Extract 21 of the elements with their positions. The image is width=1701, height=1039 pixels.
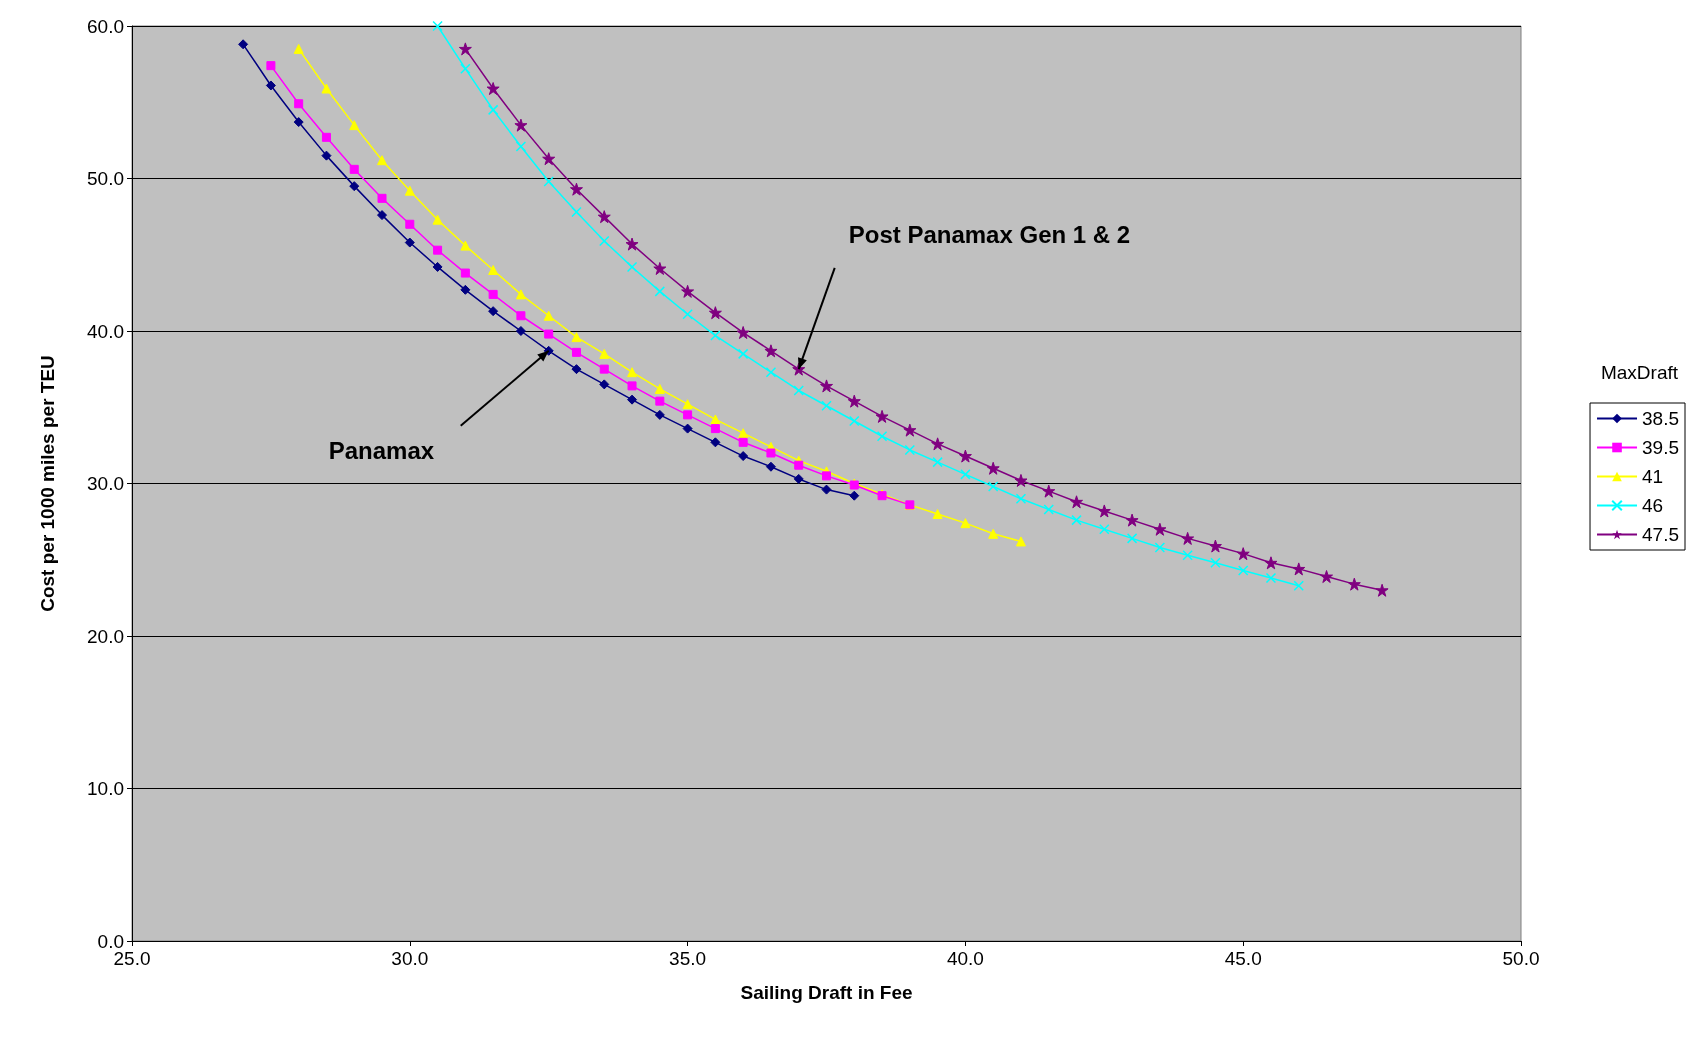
- y-tick-label: 10.0: [87, 778, 124, 799]
- x-tick-label: 40.0: [946, 948, 984, 969]
- legend-label: 38.5: [1642, 408, 1679, 429]
- x-tick-label: 45.0: [1224, 948, 1262, 969]
- legend-label: 47.5: [1642, 524, 1679, 545]
- y-tick-label: 60.0: [87, 15, 124, 37]
- y-tick-label: 40.0: [87, 320, 124, 342]
- annotation: Panamax: [328, 437, 435, 465]
- legend-label: 39.5: [1642, 437, 1679, 458]
- y-tick-label: 30.0: [87, 473, 124, 494]
- x-tick-label: 30.0: [391, 948, 429, 969]
- x-tick-label: 50.0: [1502, 948, 1540, 969]
- x-axis-title: Sailing Draft in Fee: [740, 982, 913, 1003]
- y-axis-title: Cost per 1000 miles per TEU: [37, 355, 58, 612]
- x-tick-label: 35.0: [669, 948, 707, 969]
- y-tick-label: 50.0: [87, 168, 124, 189]
- legend-label: 46: [1642, 495, 1664, 516]
- legend-title: MaxDraft: [1600, 362, 1679, 383]
- legend-label: 41: [1642, 466, 1664, 487]
- y-tick-label: 20.0: [87, 625, 124, 647]
- annotation: Post Panamax Gen 1 & 2: [848, 220, 1131, 248]
